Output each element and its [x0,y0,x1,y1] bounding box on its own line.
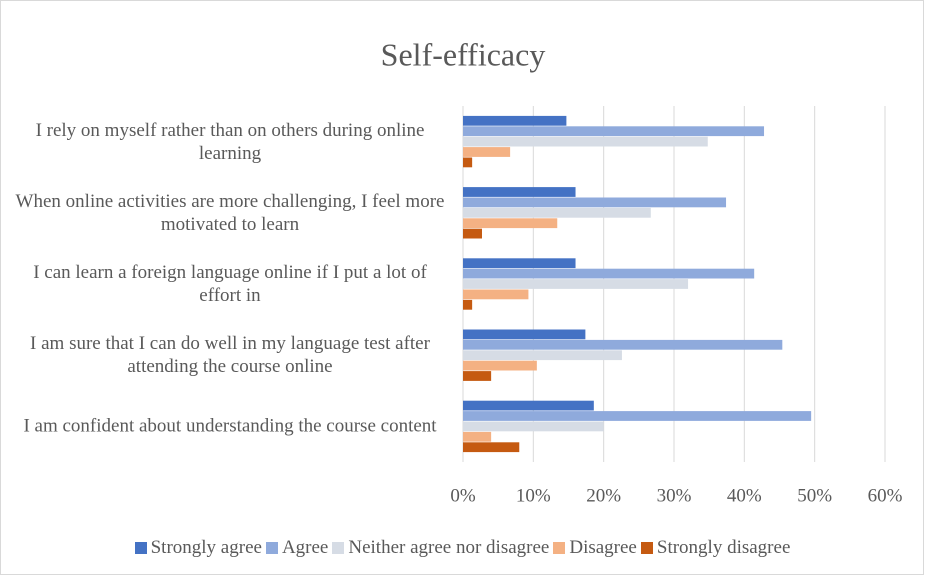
bar [463,147,511,157]
category-label: I can learn a foreign language online if… [33,262,427,306]
bar [463,442,520,453]
x-tick-label: 40% [727,485,762,506]
legend-label: Agree [281,537,329,558]
category-label: I am confident about understanding the c… [23,415,437,437]
chart-title: Self-efficacy [381,36,546,72]
bar [463,228,482,239]
bar [463,268,755,279]
legend-label: Neither agree nor disagree [348,537,550,558]
bar [463,360,537,371]
legend-swatch [332,542,345,554]
bar [463,299,473,310]
legend-item: Strongly disagree [640,537,791,559]
x-tick-label: 20% [586,485,621,506]
category-label: I rely on myself rather than on others d… [35,119,425,164]
legend-label: Strongly disagree [656,537,791,558]
x-tick-label: 10% [516,485,551,506]
legend-swatch [265,542,278,554]
x-tick-label: 0% [450,485,476,506]
bar [463,126,765,137]
bar [463,289,529,300]
bar [463,400,594,411]
x-tick-label: 60% [868,485,903,506]
bar [463,115,567,126]
bar [463,218,558,229]
x-tick-label: 30% [657,485,692,506]
legend-swatch [640,542,653,554]
bar [463,339,783,350]
bar [463,207,651,218]
category-label: When online activities are more challeng… [15,190,445,235]
legend-swatch [134,542,147,554]
bar [463,197,727,208]
bar [463,279,689,289]
legend-label: Disagree [569,537,637,558]
legend-item: Neither agree nor disagree [332,537,549,559]
bar [463,431,492,442]
legend-swatch [553,542,566,554]
legend-item: Strongly agree [134,537,262,559]
legend-item: Disagree [553,537,637,559]
legend-item: Agree [265,537,329,559]
legend: Strongly agree Agree Neither agree nor dis… [0,537,925,559]
bar [463,157,473,168]
bar [463,350,622,361]
bar [463,136,708,147]
bar [463,421,604,432]
bar [463,371,492,381]
bar [463,258,576,269]
category-label: I am sure that I can do well in my langu… [30,333,430,378]
bar [463,329,586,340]
legend-label: Strongly agree [150,537,262,558]
bar [463,411,812,421]
x-tick-label: 50% [797,485,832,506]
bar [463,187,576,197]
